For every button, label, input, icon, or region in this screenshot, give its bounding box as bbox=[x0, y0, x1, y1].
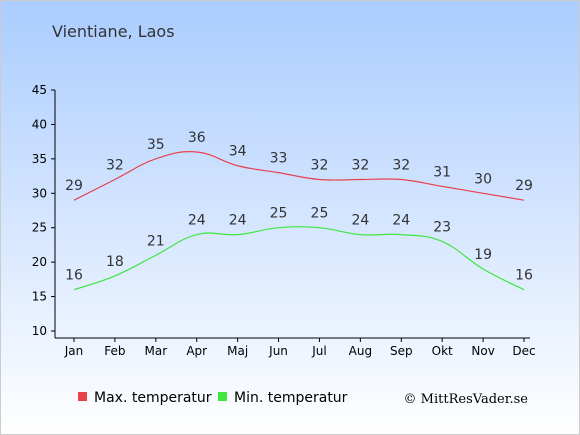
data-label: 31 bbox=[433, 164, 451, 180]
x-tick-label: Okt bbox=[432, 344, 453, 358]
data-label: 25 bbox=[311, 206, 329, 222]
legend-label-max: Max. temperatur bbox=[94, 390, 212, 406]
x-tick-label: Maj bbox=[227, 344, 248, 358]
chart-legend: Max. temperatur Min. temperatur bbox=[78, 390, 348, 406]
x-tick-label: Aug bbox=[349, 344, 372, 358]
y-tick-label: 30 bbox=[32, 186, 47, 200]
x-tick-label: Dec bbox=[512, 344, 535, 358]
data-label: 24 bbox=[229, 213, 247, 229]
x-tick-label: Apr bbox=[186, 344, 207, 358]
y-tick-label: 20 bbox=[32, 255, 47, 269]
data-label: 32 bbox=[106, 158, 124, 174]
data-label: 32 bbox=[311, 158, 329, 174]
x-tick-label: Sep bbox=[390, 344, 413, 358]
data-label: 36 bbox=[188, 130, 206, 146]
x-tick-label: Feb bbox=[104, 344, 125, 358]
data-label: 32 bbox=[351, 158, 369, 174]
data-label: 34 bbox=[229, 144, 247, 160]
data-label: 29 bbox=[65, 178, 83, 194]
y-tick-label: 35 bbox=[32, 152, 47, 166]
y-tick-label: 10 bbox=[32, 324, 47, 338]
data-label: 35 bbox=[147, 137, 165, 153]
data-label: 24 bbox=[351, 213, 369, 229]
series-line-min bbox=[73, 226, 525, 291]
data-label: 30 bbox=[474, 171, 492, 187]
series-line-max bbox=[73, 151, 525, 201]
data-label: 16 bbox=[515, 268, 533, 284]
chart-title: Vientiane, Laos bbox=[52, 22, 175, 41]
legend-label-min: Min. temperatur bbox=[234, 390, 348, 406]
credit-text: © MittResVader.se bbox=[404, 392, 529, 407]
x-tick-label: Jun bbox=[268, 344, 288, 358]
y-tick-label: 45 bbox=[32, 83, 47, 97]
plot-area: 10 15 20 25 30 35 40 45 Jan Feb Mar Apr Maj Jun Jul Aug… bbox=[32, 83, 536, 358]
data-label: 19 bbox=[474, 247, 492, 263]
x-tick-label: Nov bbox=[471, 344, 494, 358]
data-label: 23 bbox=[433, 219, 451, 235]
data-label: 25 bbox=[270, 206, 288, 222]
x-tick-label: Jan bbox=[64, 344, 84, 358]
y-tick-label: 25 bbox=[32, 221, 47, 235]
legend-swatch-min bbox=[218, 392, 227, 401]
x-tick-label: Jul bbox=[311, 344, 326, 358]
legend-swatch-max bbox=[78, 392, 87, 401]
y-tick-label: 15 bbox=[32, 290, 47, 304]
data-label: 29 bbox=[515, 178, 533, 194]
data-label: 21 bbox=[147, 233, 165, 249]
data-label: 24 bbox=[392, 213, 410, 229]
data-label: 33 bbox=[270, 151, 288, 167]
x-tick-label: Mar bbox=[144, 344, 167, 358]
y-tick-label: 40 bbox=[32, 117, 47, 131]
data-label: 32 bbox=[392, 158, 410, 174]
data-label: 18 bbox=[106, 254, 124, 270]
data-label: 16 bbox=[65, 268, 83, 284]
data-label: 24 bbox=[188, 213, 206, 229]
